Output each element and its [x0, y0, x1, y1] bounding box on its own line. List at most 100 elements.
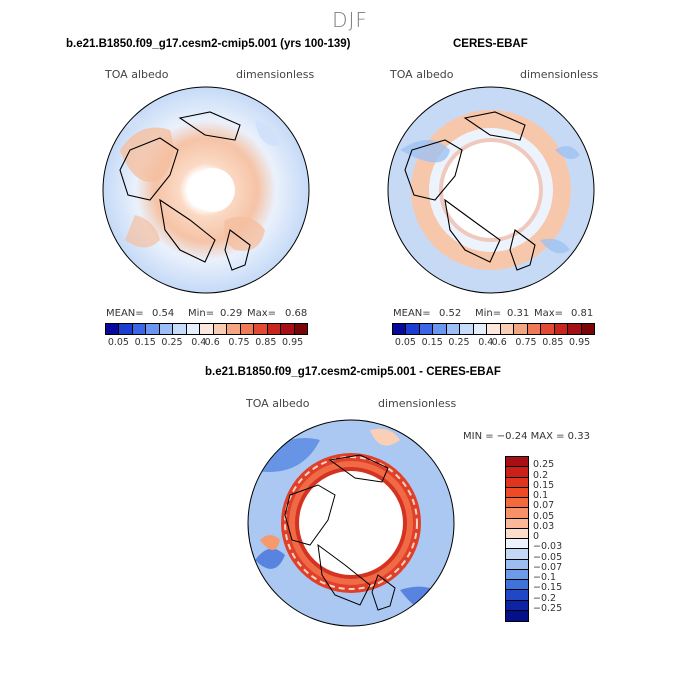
colorbar-segment — [433, 324, 447, 334]
colorbar-segment — [506, 487, 528, 498]
colorbar-tick-label: 0.07 — [533, 500, 555, 512]
colorbar-tick-label: −0.05 — [533, 551, 563, 563]
colorbar-segment — [419, 324, 434, 334]
right-colorbar — [392, 323, 595, 335]
colorbar-segment — [393, 324, 407, 334]
left-mean-label: MEAN= — [106, 308, 144, 319]
colorbar-segment — [446, 324, 461, 334]
season-title: DJF — [332, 8, 368, 32]
colorbar-segment — [267, 324, 282, 334]
left-mean-value: 0.54 — [152, 308, 175, 319]
colorbar-segment — [119, 324, 133, 334]
left-panel-title: b.e21.B1850.f09_g17.cesm2-cmip5.001 (yrs… — [66, 38, 351, 50]
colorbar-tick-label: 0.95 — [282, 337, 304, 348]
diff-variable-label: TOA albedo — [246, 397, 310, 410]
left-colorbar — [105, 323, 308, 335]
colorbar-segment — [506, 600, 528, 611]
right-colorbar-labels: 0.05 0.15 0.25 0.4 0.6 0.75 0.85 0.95 — [392, 337, 593, 351]
colorbar-tick-label: 0.03 — [533, 520, 555, 532]
colorbar-tick-label: 0.95 — [569, 337, 591, 348]
colorbar-segment — [506, 559, 528, 570]
colorbar-segment — [146, 324, 160, 334]
diff-units-label: dimensionless — [378, 397, 457, 410]
colorbar-segment — [581, 324, 595, 334]
colorbar-tick-label: −0.03 — [533, 541, 563, 553]
colorbar-segment — [186, 324, 201, 334]
colorbar-tick-label: 0.15 — [421, 337, 443, 348]
colorbar-tick-label: 0.25 — [448, 337, 470, 348]
colorbar-tick-label: 0.25 — [533, 459, 555, 471]
colorbar-segment — [406, 324, 420, 334]
colorbar-segment — [506, 580, 528, 591]
colorbar-segment — [527, 324, 542, 334]
colorbar-segment — [506, 467, 528, 478]
colorbar-segment — [506, 590, 528, 601]
colorbar-segment — [506, 518, 528, 529]
colorbar-segment — [568, 324, 582, 334]
left-min-label: Min= — [188, 308, 215, 319]
right-mean-value: 0.52 — [439, 308, 462, 319]
right-max-value: 0.81 — [571, 308, 594, 319]
colorbar-segment — [200, 324, 214, 334]
diff-colorbar — [505, 456, 529, 622]
colorbar-segment — [460, 324, 474, 334]
colorbar-tick-label: 0.85 — [255, 337, 277, 348]
colorbar-tick-label: −0.07 — [533, 561, 563, 573]
colorbar-segment — [506, 477, 528, 488]
colorbar-tick-label: 0 — [533, 531, 540, 542]
left-max-value: 0.68 — [285, 308, 308, 319]
colorbar-segment — [506, 539, 528, 550]
colorbar-segment — [554, 324, 569, 334]
colorbar-tick-label: 0.1 — [533, 490, 549, 501]
colorbar-segment — [132, 324, 147, 334]
colorbar-tick-label: 0.25 — [161, 337, 183, 348]
right-variable-label: TOA albedo — [390, 68, 454, 81]
colorbar-segment — [506, 528, 528, 539]
colorbar-tick-label: −0.15 — [533, 582, 563, 594]
colorbar-segment — [506, 457, 528, 468]
left-min-value: 0.29 — [220, 308, 243, 319]
colorbar-tick-label: −0.25 — [533, 602, 563, 614]
colorbar-segment — [514, 324, 528, 334]
colorbar-segment — [541, 324, 555, 334]
right-min-label: Min= — [475, 308, 502, 319]
colorbar-tick-label: 0.15 — [134, 337, 156, 348]
colorbar-segment — [506, 549, 528, 560]
colorbar-segment — [106, 324, 120, 334]
diff-minmax: MIN = −0.24 MAX = 0.33 — [463, 431, 590, 442]
colorbar-tick-label: 0.4 — [191, 337, 207, 348]
colorbar-segment — [173, 324, 187, 334]
colorbar-segment — [281, 324, 295, 334]
colorbar-tick-label: 0.05 — [107, 337, 129, 348]
colorbar-tick-label: 0.6 — [491, 337, 507, 348]
colorbar-tick-label: −0.2 — [533, 592, 557, 604]
right-min-value: 0.31 — [507, 308, 530, 319]
colorbar-segment — [159, 324, 174, 334]
colorbar-segment — [227, 324, 241, 334]
colorbar-tick-label: −0.1 — [533, 572, 557, 583]
colorbar-tick-label: 0.05 — [394, 337, 416, 348]
colorbar-segment — [294, 324, 308, 334]
colorbar-segment — [500, 324, 515, 334]
right-units-label: dimensionless — [520, 68, 599, 81]
colorbar-tick-label: 0.75 — [515, 337, 537, 348]
colorbar-segment — [473, 324, 488, 334]
colorbar-tick-label: 0.05 — [533, 510, 555, 522]
colorbar-tick-label: 0.4 — [478, 337, 494, 348]
right-max-label: Max= — [534, 308, 564, 319]
right-mean-label: MEAN= — [393, 308, 431, 319]
colorbar-tick-label: 0.85 — [542, 337, 564, 348]
colorbar-segment — [506, 508, 528, 519]
diff-colorbar-labels: 0.25 0.2 0.15 0.1 0.07 0.05 0.03 0 −0.03 −0.05 −0.… — [533, 456, 593, 620]
left-colorbar-labels: 0.05 0.15 0.25 0.4 0.6 0.75 0.85 0.95 — [105, 337, 306, 351]
left-variable-label: TOA albedo — [105, 68, 169, 81]
colorbar-tick-label: 0.6 — [204, 337, 220, 348]
colorbar-segment — [213, 324, 228, 334]
colorbar-tick-label: 0.75 — [228, 337, 250, 348]
colorbar-segment — [506, 569, 528, 580]
right-panel-title: CERES-EBAF — [453, 38, 528, 50]
colorbar-tick-label: 0.2 — [533, 469, 549, 481]
colorbar-segment — [254, 324, 268, 334]
left-max-label: Max= — [247, 308, 277, 319]
left-units-label: dimensionless — [236, 68, 315, 81]
